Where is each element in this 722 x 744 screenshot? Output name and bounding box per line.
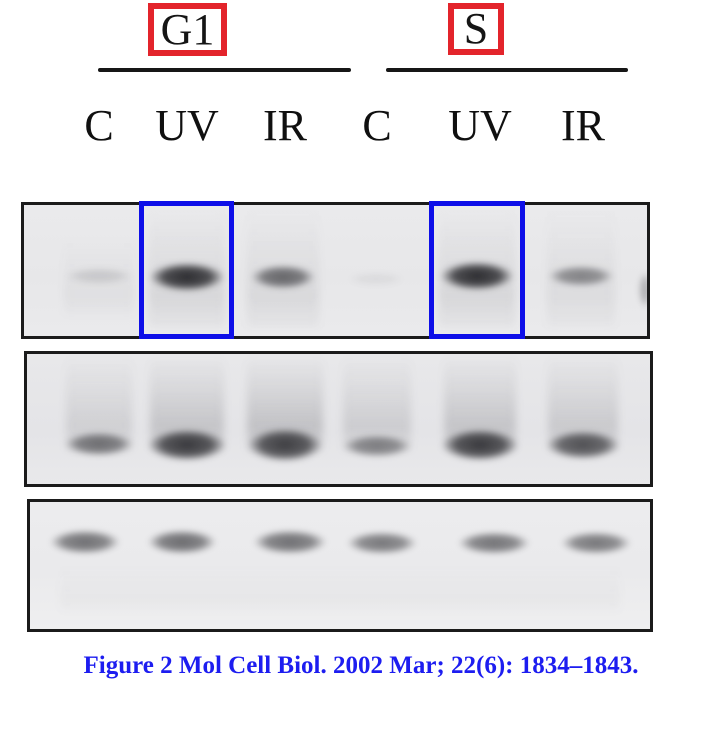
blot-band (338, 529, 426, 557)
group-label-s: S (463, 4, 489, 53)
lane-label-g1-uv: UV (155, 101, 219, 150)
lane-label-g1-c: C (84, 101, 114, 150)
lane-smear (60, 564, 620, 612)
figure-caption: Figure 2 Mol Cell Biol. 2002 Mar; 22(6):… (83, 652, 639, 679)
blot-panel-middle (24, 351, 653, 487)
highlight-box-s-uv (429, 201, 525, 339)
blot-band (244, 527, 336, 557)
blot-band (449, 529, 539, 557)
highlight-box-g1-uv (139, 201, 234, 339)
blot-band (243, 262, 323, 292)
lane-label-s-c: C (362, 101, 392, 150)
blot-band (537, 427, 629, 463)
group-label-g1: G1 (160, 4, 215, 54)
blot-band (341, 271, 411, 287)
blot-band (540, 263, 622, 289)
blot-band (138, 425, 236, 465)
lane-smear (64, 235, 134, 315)
blot-panel-bottom (27, 499, 653, 632)
blot-band (139, 527, 225, 557)
blot-band (637, 268, 647, 312)
group-underline-g1 (98, 68, 351, 72)
blot-band (41, 527, 129, 557)
group-box-g1: G1 (148, 3, 227, 56)
blot-band (432, 425, 528, 465)
lane-label-s-ir: IR (561, 101, 605, 150)
blot-band (552, 529, 640, 557)
lane-label-g1-ir: IR (263, 101, 307, 150)
blot-band (56, 429, 142, 459)
blot-band (140, 259, 234, 295)
lane-label-s-uv: UV (448, 101, 512, 150)
group-box-s: S (448, 3, 504, 55)
blot-band (334, 432, 420, 460)
group-underline-s (386, 68, 628, 72)
blot-band (238, 424, 332, 466)
lane-smear (547, 209, 615, 327)
blot-band (58, 266, 140, 286)
blot-band (431, 258, 523, 294)
blot-panel-top (21, 202, 650, 339)
